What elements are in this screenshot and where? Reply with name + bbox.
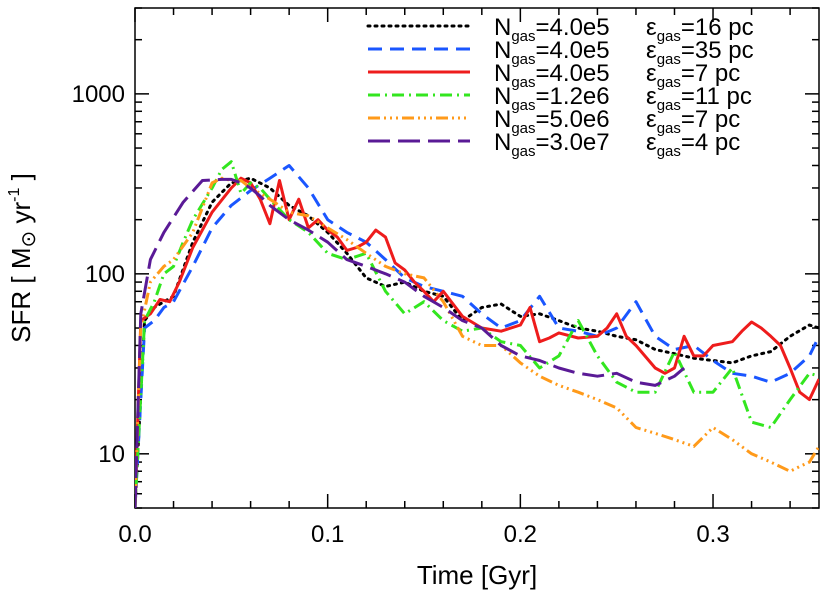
legend-label-n-3: Ngas=4.0e5 — [494, 60, 610, 91]
x-tick-label: 0.1 — [311, 521, 344, 548]
y-axis-title: SFR [ M⊙ yr-1 ] — [6, 173, 40, 343]
x-tick-label: 0.0 — [118, 521, 151, 548]
y-tick-label: 100 — [85, 261, 125, 288]
x-tick-label: 0.3 — [696, 521, 729, 548]
legend-label-eps-3: εgas=7 pc — [646, 60, 740, 91]
legend-label-n-6: Ngas=3.0e7 — [494, 129, 610, 160]
series-line-3 — [135, 176, 819, 508]
legend-label-eps-1: εgas=16 pc — [646, 14, 754, 45]
legend-label-eps-5: εgas=7 pc — [646, 106, 740, 137]
series-line-1 — [135, 176, 819, 508]
legend-label-n-4: Ngas=1.2e6 — [494, 83, 610, 114]
legend-label-eps-6: εgas=4 pc — [646, 129, 740, 160]
series-line-2 — [135, 164, 819, 508]
legend: Ngas=4.0e5 εgas=16 pc Ngas=4.0e5 εgas=35 pc… — [366, 14, 754, 160]
plot-frame — [134, 7, 820, 509]
series-line-6 — [135, 177, 686, 508]
legend-label-eps-2: εgas=35 pc — [646, 37, 754, 68]
axes: 0.0 0.1 0.2 0.3 10 100 1000 — [72, 7, 819, 548]
legend-label-eps-4: εgas=11 pc — [646, 83, 752, 114]
legend-label-n-2: Ngas=4.0e5 — [494, 37, 610, 68]
y-tick-label: 10 — [98, 441, 125, 468]
y-tick-label: 1000 — [72, 81, 125, 108]
x-axis-title: Time [Gyr] — [417, 560, 537, 590]
legend-label-n-5: Ngas=5.0e6 — [494, 106, 610, 137]
legend-label-n-1: Ngas=4.0e5 — [494, 14, 610, 45]
series-line-5 — [135, 176, 819, 508]
x-tick-label: 0.2 — [504, 521, 537, 548]
series-group — [135, 160, 819, 508]
series-line-4 — [135, 160, 819, 508]
